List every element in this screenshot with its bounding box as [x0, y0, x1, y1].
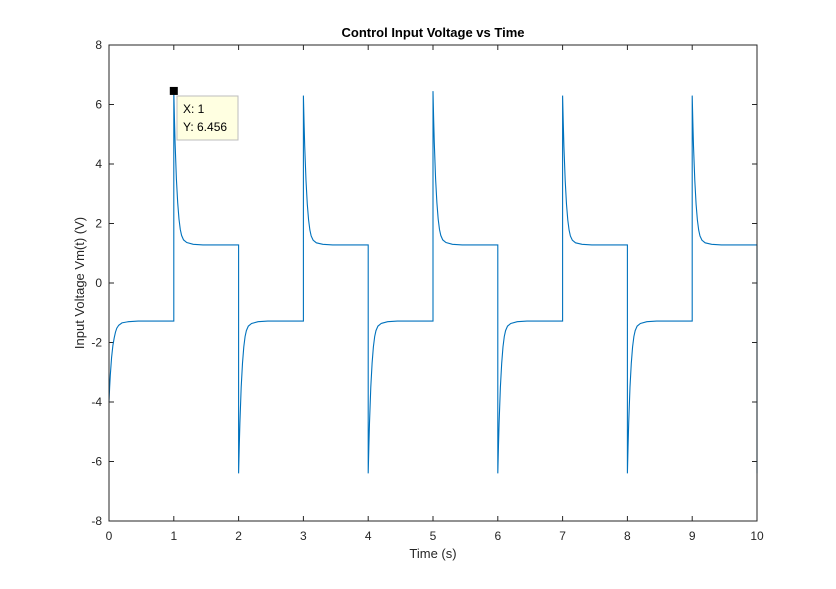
y-tick-label: -4 — [91, 395, 102, 409]
axes-box — [108, 44, 758, 522]
data-tip[interactable]: X: 1 Y: 6.456 — [169, 86, 239, 141]
data-tip-marker[interactable] — [169, 86, 178, 95]
x-tick-label: 7 — [559, 529, 566, 543]
x-tick-label: 8 — [624, 529, 631, 543]
y-tick-label: -6 — [91, 455, 102, 469]
y-tick-label: 6 — [95, 98, 102, 112]
data-tip-x-text: X: 1 — [183, 102, 205, 116]
x-axis-label: Time (s) — [409, 546, 456, 561]
y-tick-label: -2 — [91, 336, 102, 350]
x-tick-label: 6 — [494, 529, 501, 543]
y-axis-label: Input Voltage Vm(t) (V) — [72, 217, 87, 349]
y-tick-label: -8 — [91, 514, 102, 528]
x-tick-label: 1 — [170, 529, 177, 543]
x-axis-ticks: 0 1 2 3 4 5 6 7 8 9 10 — [106, 45, 764, 543]
y-tick-label: 2 — [95, 217, 102, 231]
y-tick-label: 4 — [95, 157, 102, 171]
x-tick-label: 0 — [106, 529, 113, 543]
y-tick-label: 8 — [95, 38, 102, 52]
x-tick-label: 9 — [689, 529, 696, 543]
x-tick-label: 3 — [300, 529, 307, 543]
x-tick-label: 2 — [235, 529, 242, 543]
x-tick-label: 4 — [365, 529, 372, 543]
chart-title: Control Input Voltage vs Time — [342, 25, 525, 40]
y-tick-label: 0 — [95, 276, 102, 290]
series-line — [108, 90, 758, 474]
data-tip-y-text: Y: 6.456 — [183, 120, 227, 134]
x-tick-label: 5 — [430, 529, 437, 543]
x-tick-label: 10 — [750, 529, 764, 543]
data-tip-box — [176, 95, 239, 141]
